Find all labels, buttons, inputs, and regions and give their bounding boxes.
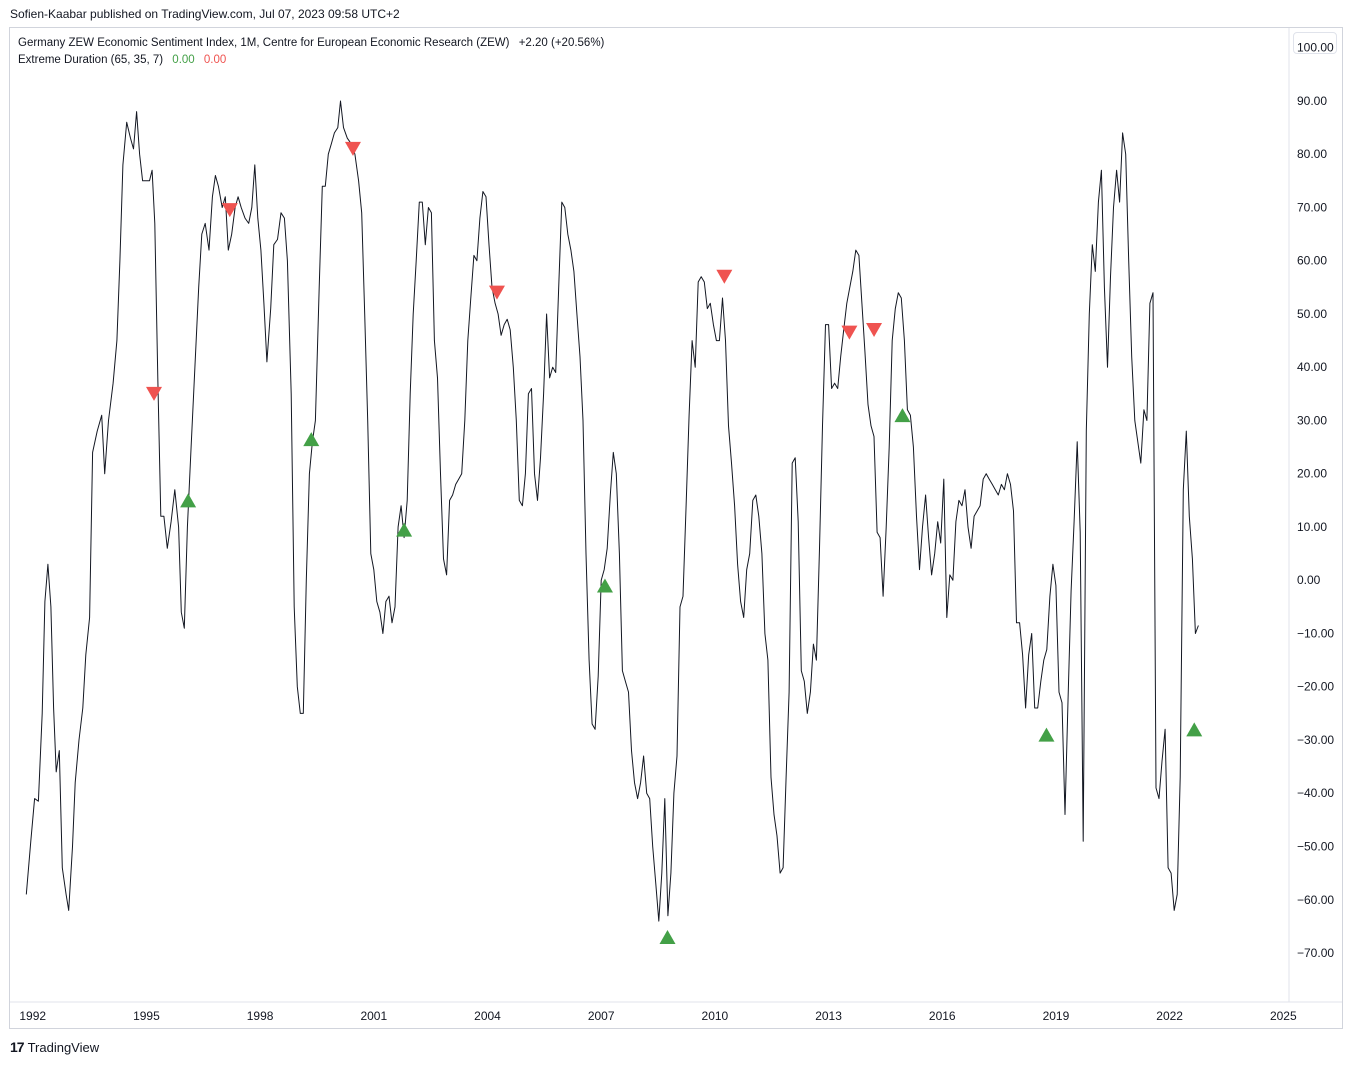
indicator-up-value: 0.00 — [172, 54, 195, 66]
bearish-signal-marker — [841, 325, 858, 340]
time-scale[interactable]: 1992 1995 1998 2001 2004 2007 2010 2013 2016 2019… — [19, 1009, 1297, 1023]
x-tick-label: 2025 — [1270, 1009, 1297, 1023]
y-tick-label: 70.00 — [1297, 200, 1327, 214]
scale-settings-button[interactable] — [1293, 32, 1337, 54]
tradingview-footer: 17 TradingView — [10, 1039, 99, 1055]
y-tick-label: 60.00 — [1297, 254, 1327, 268]
x-tick-label: 2007 — [588, 1009, 615, 1023]
chart-legend: Germany ZEW Economic Sentiment Index, 1M… — [18, 35, 604, 69]
y-tick-label: 50.00 — [1297, 307, 1327, 321]
y-tick-label: 10.00 — [1297, 520, 1327, 534]
y-tick-label: 20.00 — [1297, 467, 1327, 481]
tradingview-logo-icon: 17 — [10, 1039, 25, 1055]
x-tick-label: 2013 — [815, 1009, 842, 1023]
y-tick-label: 90.00 — [1297, 94, 1327, 108]
chart-frame — [9, 27, 1343, 1029]
x-tick-label: 2004 — [474, 1009, 501, 1023]
x-tick-label: 2010 — [702, 1009, 729, 1023]
price-scale[interactable]: 100.00 90.00 80.00 70.00 60.00 50.00 40.00 30.0… — [1297, 41, 1334, 960]
y-tick-label: −50.00 — [1297, 840, 1334, 854]
y-tick-label: −40.00 — [1297, 786, 1334, 800]
series-layer — [25, 100, 1199, 922]
x-tick-label: 1995 — [133, 1009, 160, 1023]
y-tick-label: 80.00 — [1297, 147, 1327, 161]
legend-row-symbol[interactable]: Germany ZEW Economic Sentiment Index, 1M… — [18, 35, 604, 52]
indicator-down-value: 0.00 — [203, 54, 227, 66]
x-tick-label: 2001 — [360, 1009, 387, 1023]
marker-layer — [146, 141, 1203, 945]
x-tick-label: 1998 — [247, 1009, 274, 1023]
bullish-signal-marker — [396, 522, 413, 537]
sentiment-series-line — [25, 100, 1199, 922]
x-tick-label: 2016 — [929, 1009, 956, 1023]
legend-row-indicator[interactable]: Extreme Duration (65, 35, 7) 0.00 0.00 — [18, 52, 604, 69]
y-tick-label: 40.00 — [1297, 360, 1327, 374]
symbol-title: Germany ZEW Economic Sentiment Index, 1M… — [18, 37, 510, 49]
bearish-signal-marker — [146, 386, 163, 401]
indicator-title: Extreme Duration (65, 35, 7) — [18, 54, 164, 66]
x-tick-label: 2022 — [1156, 1009, 1183, 1023]
bearish-signal-marker — [221, 203, 238, 218]
y-tick-label: −60.00 — [1297, 893, 1334, 907]
price-change: +2.20 (+20.56%) — [518, 37, 605, 49]
bullish-signal-marker — [596, 578, 613, 593]
x-tick-label: 2019 — [1043, 1009, 1070, 1023]
bearish-signal-marker — [488, 285, 505, 300]
y-tick-label: −30.00 — [1297, 733, 1334, 747]
bearish-signal-marker — [866, 322, 883, 337]
bullish-signal-marker — [303, 432, 320, 447]
y-tick-label: −10.00 — [1297, 626, 1334, 640]
bearish-signal-marker — [344, 141, 361, 156]
y-tick-label: 100.00 — [1297, 41, 1334, 55]
brand-name: TradingView — [27, 1039, 100, 1055]
bullish-signal-marker — [659, 930, 676, 945]
bullish-signal-marker — [180, 493, 197, 508]
bullish-signal-marker — [1186, 722, 1203, 737]
publish-caption: Sofien-Kaabar published on TradingView.c… — [10, 7, 400, 21]
y-tick-label: 0.00 — [1297, 573, 1321, 587]
y-tick-label: −70.00 — [1297, 946, 1334, 960]
y-tick-label: 30.00 — [1297, 413, 1327, 427]
bullish-signal-marker — [894, 408, 911, 423]
bearish-signal-marker — [716, 269, 733, 284]
bullish-signal-marker — [1038, 727, 1055, 742]
x-tick-label: 1992 — [19, 1009, 46, 1023]
y-tick-label: −20.00 — [1297, 680, 1334, 694]
